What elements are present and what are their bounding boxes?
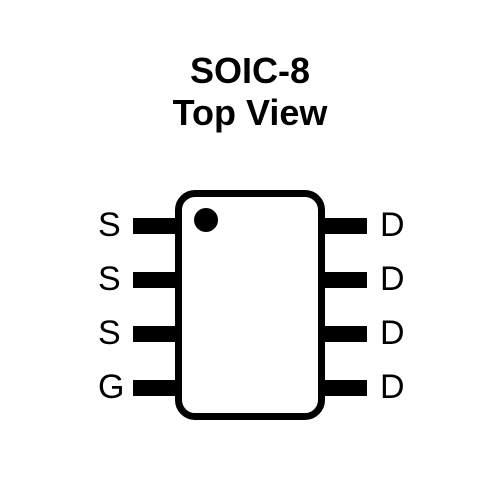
pin-label-right-3: D — [380, 314, 405, 353]
pin-left-1 — [133, 218, 175, 234]
title-block: SOIC-8 Top View — [0, 0, 500, 134]
pin1-indicator-dot — [194, 208, 218, 232]
soic8-pinout-diagram: SOIC-8 Top View S D S D S D G D — [0, 0, 500, 500]
pin-label-left-2: S — [98, 260, 121, 299]
title-line-2: Top View — [0, 92, 500, 134]
title-line-1: SOIC-8 — [0, 50, 500, 92]
pin-left-4 — [133, 380, 175, 396]
pin-right-2 — [325, 272, 367, 288]
pin-left-2 — [133, 272, 175, 288]
chip-diagram: S D S D S D G D — [90, 190, 410, 420]
pin-label-right-2: D — [380, 260, 405, 299]
pin-label-right-4: D — [380, 368, 405, 407]
pin-label-right-1: D — [380, 206, 405, 245]
pin-right-4 — [325, 380, 367, 396]
pin-label-left-3: S — [98, 314, 121, 353]
pin-left-3 — [133, 326, 175, 342]
pin-label-left-4: G — [98, 368, 124, 407]
pin-right-1 — [325, 218, 367, 234]
pin-right-3 — [325, 326, 367, 342]
pin-label-left-1: S — [98, 206, 121, 245]
